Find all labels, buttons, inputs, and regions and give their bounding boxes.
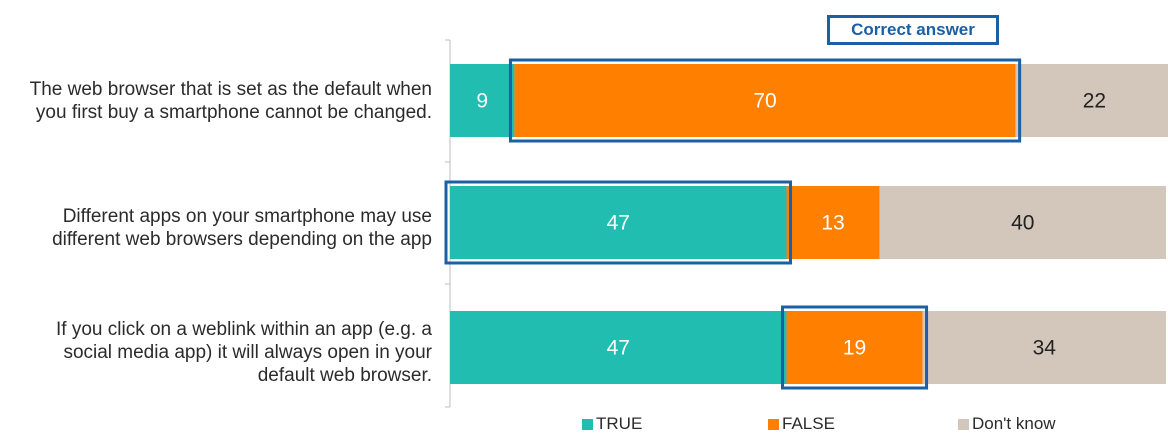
correct-answer-label: Correct answer: [851, 20, 975, 39]
bar-false-3: [786, 311, 923, 384]
legend-swatch-false: [768, 418, 779, 430]
bar-don-t-know-2: [879, 186, 1166, 259]
category-label-1: The web browser that is set as the defau…: [29, 79, 432, 123]
legend-item-false: FALSE: [768, 414, 835, 434]
correct-answer-box: Correct answer: [827, 15, 999, 45]
bar-don-t-know-1: [1015, 64, 1168, 137]
bar-false-1: [514, 64, 1016, 137]
data-label-false-3: 19: [843, 337, 866, 360]
legend-item-dont-know: Don't know: [958, 414, 1056, 434]
category-label-2: Different apps on your smartphone may us…: [52, 206, 432, 250]
legend-swatch-dont-know: [958, 418, 969, 430]
legend-label-dont-know: Don't know: [972, 414, 1056, 433]
bar-don-t-know-3: [922, 311, 1166, 384]
bar-true-3: [450, 311, 787, 384]
correct-answer-highlight-2: [444, 180, 793, 265]
bar-true-1: [450, 64, 515, 137]
correct-answer-highlight-3: [781, 305, 929, 390]
data-label-true-3: 47: [607, 337, 630, 360]
data-label-don-t-know-2: 40: [1011, 212, 1034, 235]
data-label-don-t-know-1: 22: [1083, 90, 1106, 113]
legend-swatch-true: [582, 418, 593, 430]
correct-answer-highlight-1: [508, 58, 1022, 143]
legend-label-false: FALSE: [782, 414, 835, 433]
legend: TRUE FALSE Don't know: [0, 414, 1168, 434]
data-label-true-2: 47: [607, 212, 630, 235]
data-label-false-2: 13: [821, 212, 844, 235]
data-label-don-t-know-3: 34: [1033, 337, 1057, 360]
legend-item-true: TRUE: [582, 414, 642, 434]
category-label-3: If you click on a weblink within an app …: [56, 319, 432, 386]
data-label-false-1: 70: [753, 90, 776, 113]
data-label-true-1: 9: [476, 90, 488, 113]
bar-true-2: [450, 186, 787, 259]
legend-label-true: TRUE: [596, 414, 643, 433]
bar-false-2: [786, 186, 880, 259]
